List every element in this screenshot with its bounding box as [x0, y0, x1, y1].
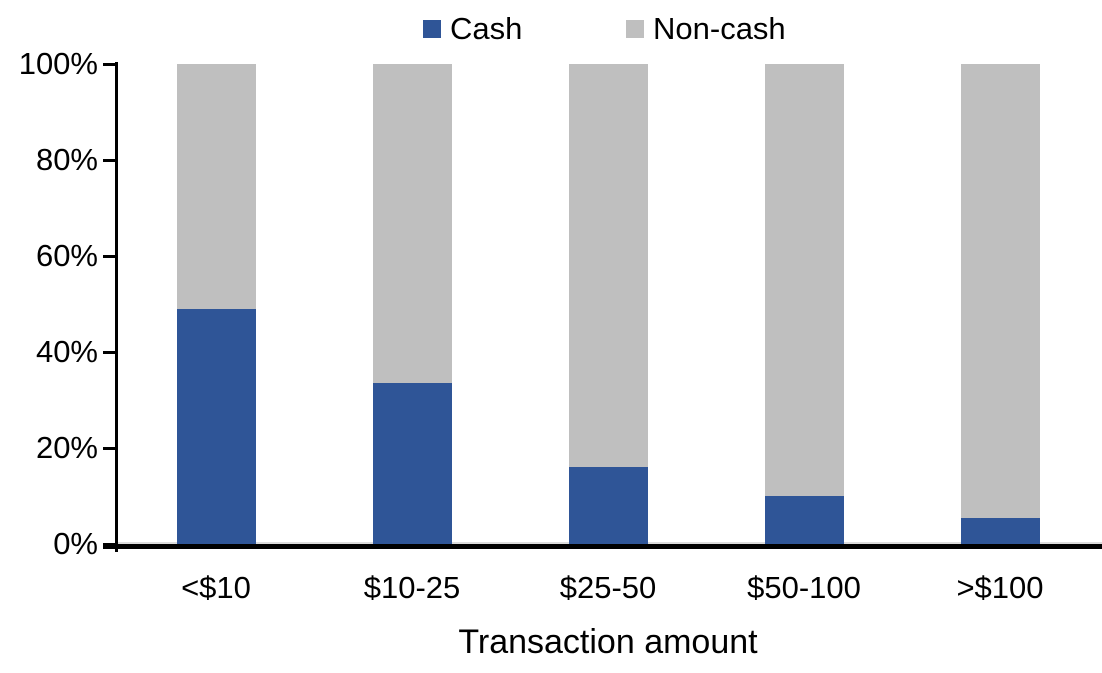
bar-segment-noncash	[176, 64, 256, 309]
y-tick-label: 100%	[18, 46, 98, 81]
x-tick-label: <$10	[181, 570, 251, 605]
bar-segment-noncash	[960, 64, 1040, 518]
y-tick-label: 60%	[35, 238, 98, 273]
x-tick-label: $10-25	[363, 570, 461, 605]
x-tick-label: $25-50	[559, 570, 657, 605]
legend-label-cash: Cash	[450, 11, 523, 46]
y-axis-tick	[103, 447, 116, 450]
legend-swatch-cash-icon	[423, 19, 441, 38]
y-axis-tick	[103, 159, 116, 162]
bar-segment-cash	[764, 496, 844, 544]
legend-label-noncash: Non-cash	[653, 11, 786, 46]
x-tick-label: $50-100	[747, 570, 861, 605]
bar-segment-cash	[176, 308, 256, 544]
legend-item-cash: Cash	[423, 13, 522, 44]
x-axis-line	[103, 544, 1102, 549]
y-axis-tick	[103, 255, 116, 258]
bar-segment-cash	[372, 383, 452, 544]
y-axis-line	[115, 62, 118, 552]
y-tick-label: 80%	[35, 142, 98, 177]
x-axis-title: Transaction amount	[458, 623, 758, 661]
bar-segment-cash	[960, 517, 1040, 544]
y-tick-label: 40%	[35, 334, 98, 369]
y-axis-tick	[103, 63, 116, 66]
bar-segment-noncash	[568, 64, 648, 468]
legend-item-noncash: Non-cash	[626, 13, 786, 44]
x-tick-label: >$100	[956, 570, 1044, 605]
bar-segment-noncash	[372, 64, 452, 384]
bar-segment-noncash	[764, 64, 844, 496]
y-tick-label: 0%	[53, 526, 98, 561]
y-axis-tick	[103, 351, 116, 354]
y-tick-label: 20%	[35, 430, 98, 465]
bar-segment-cash	[568, 467, 648, 544]
legend-swatch-noncash-icon	[626, 19, 644, 38]
